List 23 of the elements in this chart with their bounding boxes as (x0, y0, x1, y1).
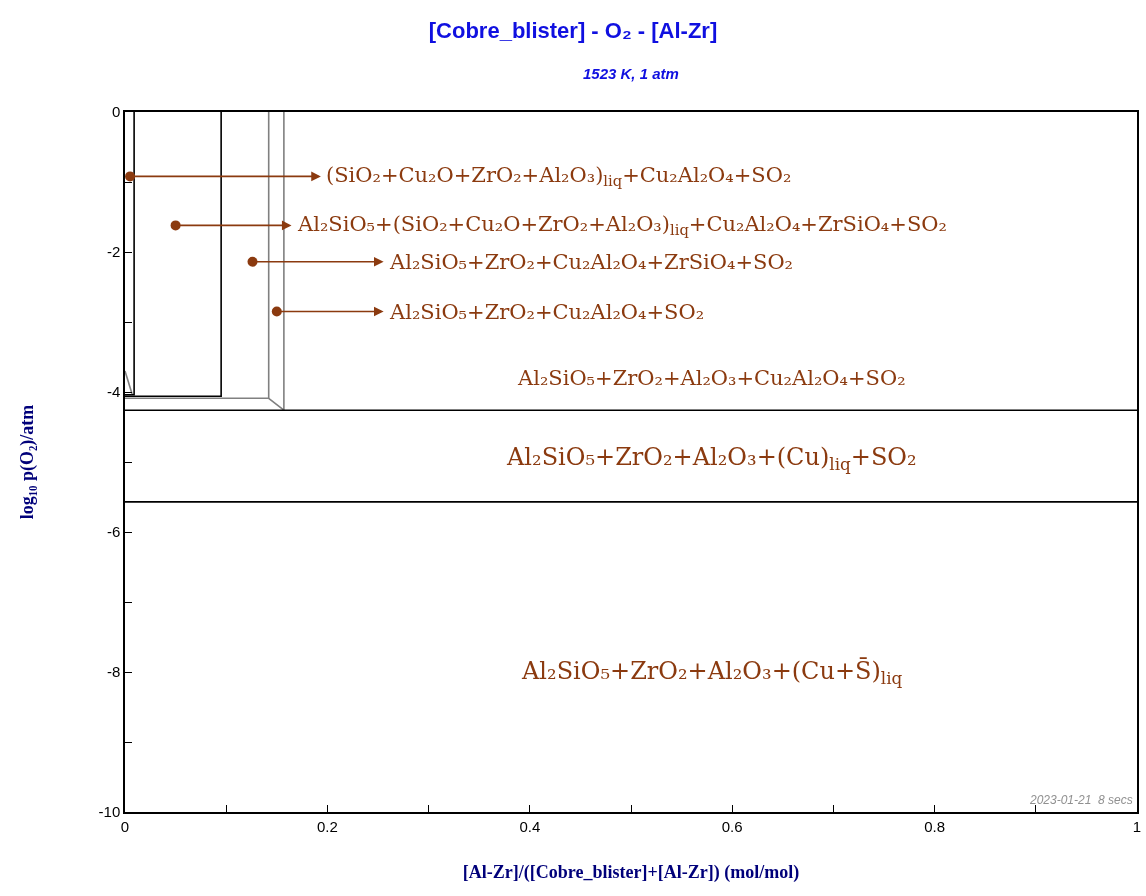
annotation: Al₂SiO₅+ZrO₂+Cu₂Al₂O₄+ZrSiO₄+SO₂ (389, 250, 794, 274)
x-tick-label: 0.2 (316, 817, 338, 835)
annotation: Al₂SiO₅+ZrO₂+Cu₂Al₂O₄+SO₂ (389, 300, 705, 324)
x-tick-label: 0.8 (924, 817, 946, 835)
y-tick-label: -8 (106, 663, 121, 681)
y-tick-label: -4 (106, 383, 121, 401)
x-axis-title: [Al-Zr]/([Cobre_blister]+[Al-Zr]) (mol/mol) (462, 862, 800, 884)
y-tick-label: -2 (106, 243, 121, 261)
y-tick-label: -10 (98, 803, 121, 821)
x-tick-label: 0.4 (519, 817, 541, 835)
y-tick-label: 0 (111, 103, 121, 121)
chart-title: [Cobre_blister] - O₂ - [Al-Zr] (428, 17, 718, 43)
annotation: (SiO₂+Cu₂O+ZrO₂+Al₂O₃)$_{liq}$+Cu₂Al₂O₄+SO₂ (326, 163, 792, 190)
x-tick-label: 0.6 (721, 817, 743, 835)
y-tick-label: -6 (106, 523, 121, 541)
y-axis-title: log₁₀ p(O₂)/atm (17, 404, 39, 520)
x-tick-label: 1 (1132, 817, 1142, 835)
annotation: Al₂SiO₅+(SiO₂+Cu₂O+ZrO₂+Al₂O₃)$_{liq}$+Cu₂Al₂O₄+ZrSiO₄+SO₂ (297, 212, 947, 239)
annotation: Al₂SiO₅+ZrO₂+Al₂O₃+(Cu+S̄)$_{liq}$ (521, 657, 903, 689)
annotation: Al₂SiO₅+ZrO₂+Al₂O₃+Cu₂Al₂O₄+SO₂ (517, 366, 906, 390)
annotation: Al₂SiO₅+ZrO₂+Al₂O₃+(Cu)$_{liq}$+SO₂ (506, 443, 917, 475)
chart-subtitle: 1523 K, 1 atm (583, 65, 679, 82)
annotation: 2023-01-21 8 secs (1029, 793, 1133, 807)
